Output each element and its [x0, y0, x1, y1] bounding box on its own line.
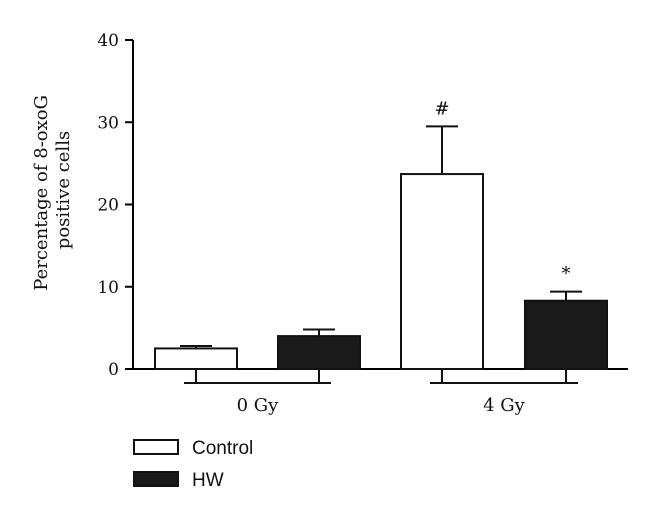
bar-4-gy-hw [524, 299, 608, 371]
group-brackets: 0 Gy 4 Gy [184, 369, 578, 416]
y-axis-label: Percentage of 8-oxoG positive cells [31, 89, 74, 290]
y-axis-label-line-2: positive cells [53, 131, 74, 249]
bar-4-gy-control [400, 173, 484, 370]
group-label-4-gy: 4 Gy [483, 395, 526, 416]
legend-swatch-control [133, 439, 179, 455]
group-label-0-gy: 0 Gy [237, 395, 280, 416]
bars: #* [154, 98, 608, 371]
significance-mark-4-gy-hw: * [562, 264, 571, 285]
y-tick-label-0: 0 [108, 360, 119, 380]
bar-0-gy-control [154, 347, 238, 370]
y-tick-label-30: 30 [97, 113, 119, 133]
y-tick-label-20: 20 [97, 196, 119, 216]
y-axis-label-line-1: Percentage of 8-oxoG [31, 95, 52, 291]
bar-0-gy-hw [277, 335, 361, 371]
y-tick-label-10: 10 [97, 278, 119, 298]
legend-swatch-hw [133, 471, 179, 487]
legend-label-hw: HW [192, 470, 224, 491]
legend-label-control: Control [192, 438, 253, 459]
legend: Control HW [133, 438, 253, 491]
y-tick-label-40: 40 [97, 31, 119, 51]
significance-mark-4-gy-control: # [434, 98, 449, 119]
